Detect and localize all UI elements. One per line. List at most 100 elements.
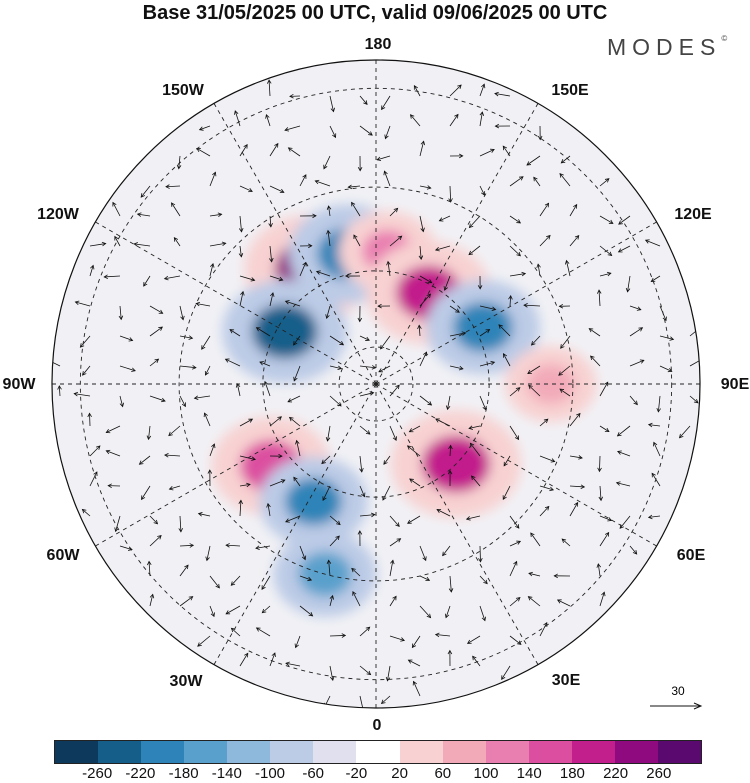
wind-arrow-icon	[299, 545, 307, 561]
wind-arrow-icon	[615, 481, 631, 487]
wind-arrow-icon	[359, 512, 376, 518]
colorbar-tick-label: 220	[603, 765, 629, 782]
colorbar-tick-label: 140	[516, 765, 542, 782]
positive-anomaly	[526, 364, 575, 404]
wind-arrow-icon	[539, 455, 556, 463]
brand-mark: ©	[721, 34, 728, 43]
wind-arrow-icon	[322, 485, 331, 502]
wind-arrow-icon	[411, 635, 421, 649]
wind-arrow-icon	[269, 453, 283, 459]
wind-arrow-icon	[479, 329, 491, 337]
wind-arrow-icon	[656, 395, 661, 413]
wind-arrow-icon	[314, 179, 331, 187]
colorbar-tick-label: 180	[559, 765, 585, 782]
wind-arrow-icon	[449, 331, 467, 337]
wind-arrow-icon	[269, 652, 276, 667]
wind-arrow-icon	[447, 469, 453, 487]
wind-arrow-icon	[209, 605, 215, 618]
wind-arrow-icon	[479, 605, 487, 622]
wind-arrow-icon	[230, 627, 241, 637]
wind-arrow-icon	[528, 571, 541, 577]
wind-arrow-icon	[509, 425, 520, 441]
wind-arrow-icon	[412, 680, 421, 697]
wind-arrow-icon	[209, 241, 227, 247]
wind-arrow-icon	[299, 174, 307, 187]
wind-arrow-icon	[539, 485, 555, 492]
wind-arrow-icon	[449, 305, 460, 313]
wind-arrow-icon	[225, 605, 241, 615]
wind-arrow-icon	[385, 665, 391, 682]
wind-arrow-icon	[73, 391, 91, 397]
wind-arrow-icon	[479, 83, 486, 97]
wind-arrow-icon	[234, 110, 241, 127]
wind-arrow-icon	[599, 215, 614, 224]
wind-arrow-icon	[224, 358, 241, 367]
wind-arrow-icon	[418, 245, 424, 261]
wind-arrow-icon	[419, 605, 432, 619]
wind-arrow-icon	[299, 575, 313, 582]
wind-arrow-icon	[105, 449, 121, 457]
meridian-line	[375, 103, 539, 385]
brand-logo: MODES©	[607, 34, 727, 61]
wind-arrow-icon	[171, 202, 181, 217]
wind-arrow-icon	[466, 635, 481, 644]
wind-arrow-icon	[197, 635, 211, 647]
wind-arrow-icon	[477, 275, 483, 290]
wind-arrow-icon	[569, 455, 583, 460]
wind-arrow-icon	[569, 234, 580, 247]
wind-arrow-icon	[377, 303, 391, 309]
wind-arrow-icon	[179, 596, 194, 607]
wind-arrow-icon	[596, 289, 602, 307]
wind-arrow-icon	[268, 215, 273, 228]
wind-arrow-icon	[195, 301, 211, 307]
wind-arrow-icon	[263, 380, 271, 397]
wind-arrow-icon	[329, 633, 347, 638]
wind-arrow-icon	[176, 155, 182, 170]
wind-arrow-icon	[443, 275, 451, 291]
wind-arrow-icon	[89, 241, 107, 247]
map-disk-border	[51, 59, 701, 709]
wind-arrow-icon	[448, 185, 453, 203]
wind-arrow-icon	[383, 455, 391, 465]
wind-arrow-icon	[408, 425, 421, 433]
wind-arrow-icon	[323, 155, 331, 170]
wind-arrow-icon	[164, 452, 181, 458]
colorbar-tick-label: 20	[391, 765, 408, 782]
wind-arrow-icon	[494, 123, 511, 129]
wind-arrow-icon	[509, 271, 527, 277]
wind-arrow-icon	[599, 271, 612, 277]
wind-arrow-icon	[147, 560, 152, 577]
wind-arrow-icon	[119, 395, 125, 408]
wind-arrow-icon	[293, 335, 301, 346]
wind-arrow-icon	[329, 665, 335, 682]
wind-arrow-icon	[539, 418, 549, 427]
wind-arrow-icon	[447, 649, 453, 667]
wind-arrow-icon	[599, 531, 610, 547]
wind-arrow-icon	[239, 185, 253, 193]
colorbar-tick-label: -100	[254, 765, 286, 782]
colorbar-tick-label: -140	[211, 765, 242, 782]
wind-arrow-icon	[471, 475, 481, 487]
wind-arrow-icon	[569, 484, 586, 489]
wind-arrow-icon	[179, 395, 186, 408]
wind-arrow-icon	[229, 329, 241, 337]
reference-vector-label: 30	[671, 684, 685, 698]
wind-arrow-icon	[559, 388, 571, 397]
wind-arrow-icon	[209, 262, 215, 277]
wind-arrow-icon	[239, 455, 256, 461]
wind-arrow-icon	[445, 395, 451, 411]
wind-arrow-icon	[329, 515, 341, 526]
wind-arrow-icon	[265, 113, 271, 127]
wind-arrow-icon	[417, 324, 422, 337]
wind-arrow-icon	[261, 575, 271, 591]
wind-arrow-icon	[149, 534, 162, 547]
wind-arrow-icon	[351, 567, 361, 577]
wind-arrow-icon	[449, 113, 459, 127]
wind-arrow-icon	[285, 515, 301, 523]
wind-arrow-icon	[295, 439, 301, 457]
wind-arrow-icon	[629, 359, 645, 367]
wind-arrow-icon	[179, 564, 189, 577]
wind-arrow-icon	[239, 143, 248, 157]
wind-arrow-icon	[530, 335, 541, 346]
wind-arrow-icon	[149, 593, 155, 607]
